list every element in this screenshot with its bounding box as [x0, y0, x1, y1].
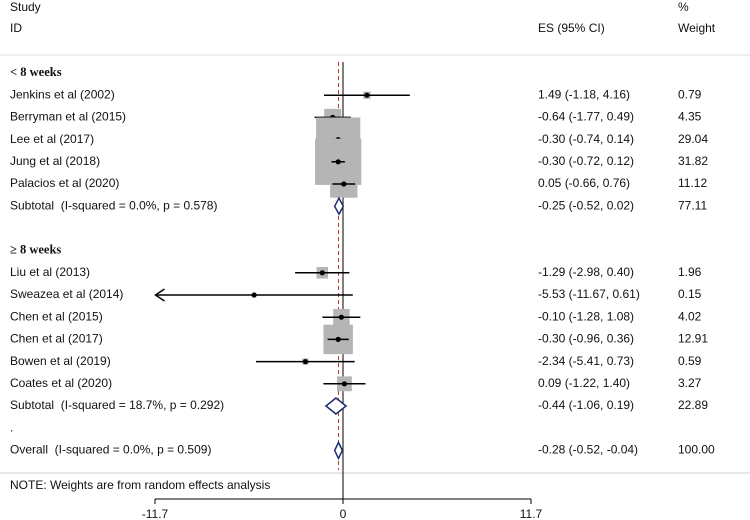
es-point [338, 314, 344, 320]
row-label: Jenkins et al (2002) [10, 87, 115, 101]
row-label: Overall (I-squared = 0.0%, p = 0.509) [10, 443, 211, 457]
es-label: -0.64 (-1.77, 0.49) [538, 110, 634, 124]
weight-label: 29.04 [678, 132, 708, 146]
weight-label: 77.11 [678, 198, 707, 212]
note: NOTE: Weights are from random effects an… [10, 478, 270, 492]
header-study: Study [10, 0, 41, 14]
weight-label: 12.91 [678, 332, 708, 346]
pooled-diamond [333, 440, 344, 461]
header-weight: Weight [678, 21, 716, 35]
row-label: Chen et al (2015) [10, 309, 103, 323]
group-label: < 8 weeks [10, 65, 62, 79]
weight-label: 22.89 [678, 398, 708, 412]
es-label: -0.28 (-0.52, -0.04) [538, 443, 638, 457]
header-id: ID [10, 21, 22, 35]
row-label: Subtotal (I-squared = 0.0%, p = 0.578) [10, 198, 217, 212]
row-label: Berryman et al (2015) [10, 110, 126, 124]
weight-label: 1.96 [678, 265, 702, 279]
es-point [335, 159, 341, 165]
row-label: Palacios et al (2020) [10, 176, 119, 190]
es-label: -0.30 (-0.72, 0.12) [538, 154, 634, 168]
pooled-diamond [324, 397, 348, 415]
es-label: -5.53 (-11.67, 0.61) [538, 287, 640, 301]
weight-label: 11.12 [678, 176, 707, 190]
x-tick-label: 0 [340, 507, 347, 520]
es-label: 0.05 (-0.66, 0.76) [538, 176, 630, 190]
weight-label: 0.15 [678, 287, 702, 301]
row-label: Jung et al (2018) [10, 154, 100, 168]
group-label: ≥ 8 weeks [10, 242, 61, 256]
row-label: Sweazea et al (2014) [10, 287, 123, 301]
row-label: Liu et al (2013) [10, 265, 90, 279]
es-point [251, 292, 257, 298]
weight-label: 4.02 [678, 309, 702, 323]
es-point [341, 181, 347, 187]
row-label: Bowen et al (2019) [10, 354, 111, 368]
es-label: -1.29 (-2.98, 0.40) [538, 265, 634, 279]
es-label: -0.30 (-0.74, 0.14) [538, 132, 634, 146]
weight-label: 0.59 [678, 354, 702, 368]
es-label: -0.44 (-1.06, 0.19) [538, 398, 634, 412]
row-label: Chen et al (2017) [10, 332, 103, 346]
es-point [341, 381, 348, 387]
x-tick-label: -11.7 [142, 507, 169, 520]
es-point [302, 359, 308, 365]
weight-label: 0.79 [678, 87, 702, 101]
ci-arrow [154, 288, 165, 302]
es-label: -0.30 (-0.96, 0.36) [538, 332, 634, 346]
x-tick-label: 11.7 [520, 507, 543, 520]
es-label: -0.25 (-0.52, 0.02) [538, 198, 634, 212]
separator: . [10, 420, 13, 434]
es-point [364, 92, 370, 98]
es-label: 1.49 (-1.18, 4.16) [538, 87, 630, 101]
weight-label: 100.00 [678, 443, 715, 457]
header-pct: % [678, 0, 689, 14]
es-point [335, 336, 341, 342]
es-point [319, 270, 325, 276]
row-label: Subtotal (I-squared = 18.7%, p = 0.292) [10, 398, 224, 412]
weight-label: 31.82 [678, 154, 708, 168]
es-label: -0.10 (-1.28, 1.08) [538, 309, 634, 323]
header-es: ES (95% CI) [538, 21, 605, 35]
es-label: -2.34 (-5.41, 0.73) [538, 354, 634, 368]
row-label: Lee et al (2017) [10, 132, 94, 146]
row-label: Coates et al (2020) [10, 376, 112, 390]
weight-label: 3.27 [678, 376, 702, 390]
es-label: 0.09 (-1.22, 1.40) [538, 376, 630, 390]
weight-label: 4.35 [678, 110, 702, 124]
pooled-diamond [333, 196, 345, 216]
